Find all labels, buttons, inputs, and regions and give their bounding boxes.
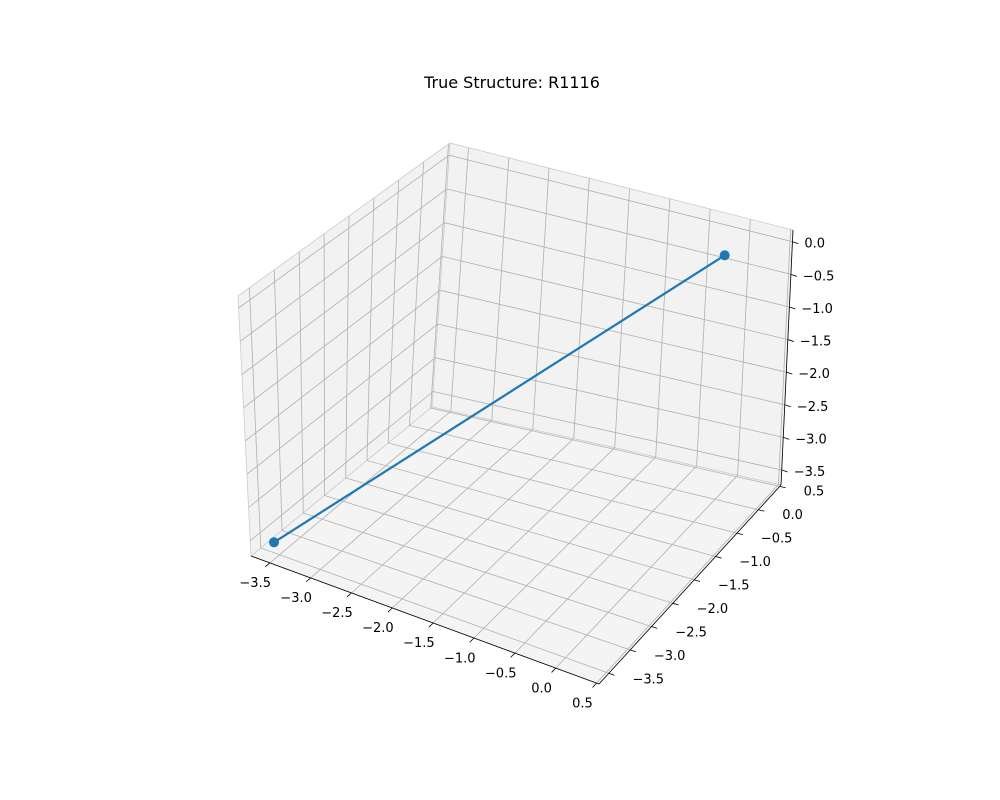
- x-tick-label: −1.5: [403, 636, 435, 651]
- y-tick-label: −2.0: [697, 602, 729, 617]
- grid-line-z: [248, 357, 784, 508]
- z-tick-label: −3.5: [794, 465, 826, 480]
- x-tick-label: −3.0: [280, 591, 312, 606]
- x-tick-mark: [387, 607, 393, 613]
- y-tick-mark: [758, 509, 765, 512]
- x-axis-line: [250, 555, 600, 685]
- y-tick-mark: [651, 626, 658, 629]
- y-tick-mark: [630, 649, 636, 653]
- grid-line-y: [409, 161, 759, 511]
- z-tick-mark: [792, 241, 799, 245]
- x-tick-mark: [510, 652, 516, 658]
- grid-line-x: [473, 198, 671, 639]
- x-tick-mark: [551, 667, 556, 673]
- grid-line-y: [273, 269, 631, 651]
- grid-line-y: [387, 179, 738, 534]
- axes-grid: [238, 144, 793, 684]
- grid-line-y: [249, 287, 609, 674]
- z-tick-mark: [787, 339, 794, 342]
- z-tick-label: 0.0: [804, 237, 825, 252]
- z-tick-label: −3.0: [795, 432, 827, 447]
- grid-line-z: [246, 323, 785, 475]
- y-axis-line: [598, 484, 782, 685]
- grid-line-y: [430, 144, 780, 487]
- z-tick-label: −2.5: [797, 400, 829, 415]
- x-tick-label: 0.5: [572, 697, 593, 712]
- grid-line-z: [249, 391, 782, 542]
- chart-title: True Structure: R1116: [423, 73, 600, 92]
- x-tick-mark: [264, 562, 271, 568]
- grid-line-x: [596, 229, 791, 684]
- y-tick-label: 0.5: [804, 485, 825, 500]
- grid-line-x: [514, 208, 711, 654]
- y-tick-label: −2.5: [675, 625, 707, 640]
- x-tick-mark: [469, 637, 475, 643]
- grid-line-x: [555, 219, 751, 669]
- y-tick-label: −3.5: [633, 672, 665, 687]
- z-tick-label: −1.0: [801, 302, 833, 317]
- z-tick-label: −2.0: [798, 367, 830, 382]
- y-tick-label: −0.5: [761, 532, 793, 547]
- y-tick-mark: [608, 672, 615, 676]
- z-tick-mark: [786, 371, 793, 375]
- grid-line-y: [323, 233, 674, 604]
- y-tick-label: 0.0: [782, 508, 803, 523]
- z-tick-mark: [781, 469, 788, 473]
- y-tick-mark: [694, 579, 701, 582]
- x-tick-label: −0.5: [485, 666, 517, 681]
- series-point: [719, 250, 730, 261]
- grid-line-x: [392, 178, 590, 609]
- y-tick-label: −3.0: [654, 649, 686, 664]
- y-tick-mark: [779, 486, 786, 489]
- y-tick-mark: [672, 602, 679, 606]
- grid-line-x: [310, 157, 510, 579]
- grid-line-z: [243, 255, 788, 409]
- y-tick-mark: [736, 532, 743, 536]
- y-tick-label: −1.0: [739, 555, 771, 570]
- series-layer: [269, 250, 730, 548]
- x-tick-mark: [592, 682, 597, 688]
- grid-line-x: [432, 188, 630, 624]
- z-tick-mark: [784, 404, 791, 408]
- axes-lines: [250, 229, 794, 685]
- x-tick-label: −1.0: [444, 651, 476, 666]
- z-tick-mark: [789, 306, 796, 310]
- x-tick-label: −2.5: [321, 606, 353, 621]
- z-tick-mark: [783, 437, 790, 440]
- x-tick-mark: [428, 622, 434, 628]
- grid-line-z: [240, 188, 791, 342]
- y-tick-mark: [715, 556, 722, 559]
- x-tick-mark: [305, 577, 311, 583]
- z-tick-label: −1.5: [800, 335, 832, 350]
- x-tick-label: 0.0: [531, 681, 552, 696]
- grid-line-z: [238, 154, 793, 309]
- x-tick-label: −2.0: [362, 621, 394, 636]
- series-point: [269, 537, 279, 548]
- axes-ticks: −3.5−3.0−2.5−2.0−1.5−1.0−0.50.00.5−3.5−3…: [239, 237, 834, 712]
- grid-line-z: [244, 289, 787, 442]
- series-line: [272, 254, 726, 544]
- axes-panes: [237, 142, 794, 685]
- grid-line-y: [366, 197, 716, 557]
- x-tick-mark: [346, 592, 352, 598]
- grid-line-x: [269, 147, 469, 564]
- z-tick-label: −0.5: [803, 269, 835, 284]
- grid-line-y: [345, 215, 695, 581]
- grid-line-z: [241, 222, 790, 375]
- z-axis-line: [780, 229, 794, 486]
- grid-line-y: [298, 251, 652, 627]
- grid-line-x: [351, 168, 550, 594]
- y-tick-label: −1.5: [718, 579, 750, 594]
- z-tick-mark: [790, 273, 798, 277]
- x-tick-label: −3.5: [239, 576, 271, 591]
